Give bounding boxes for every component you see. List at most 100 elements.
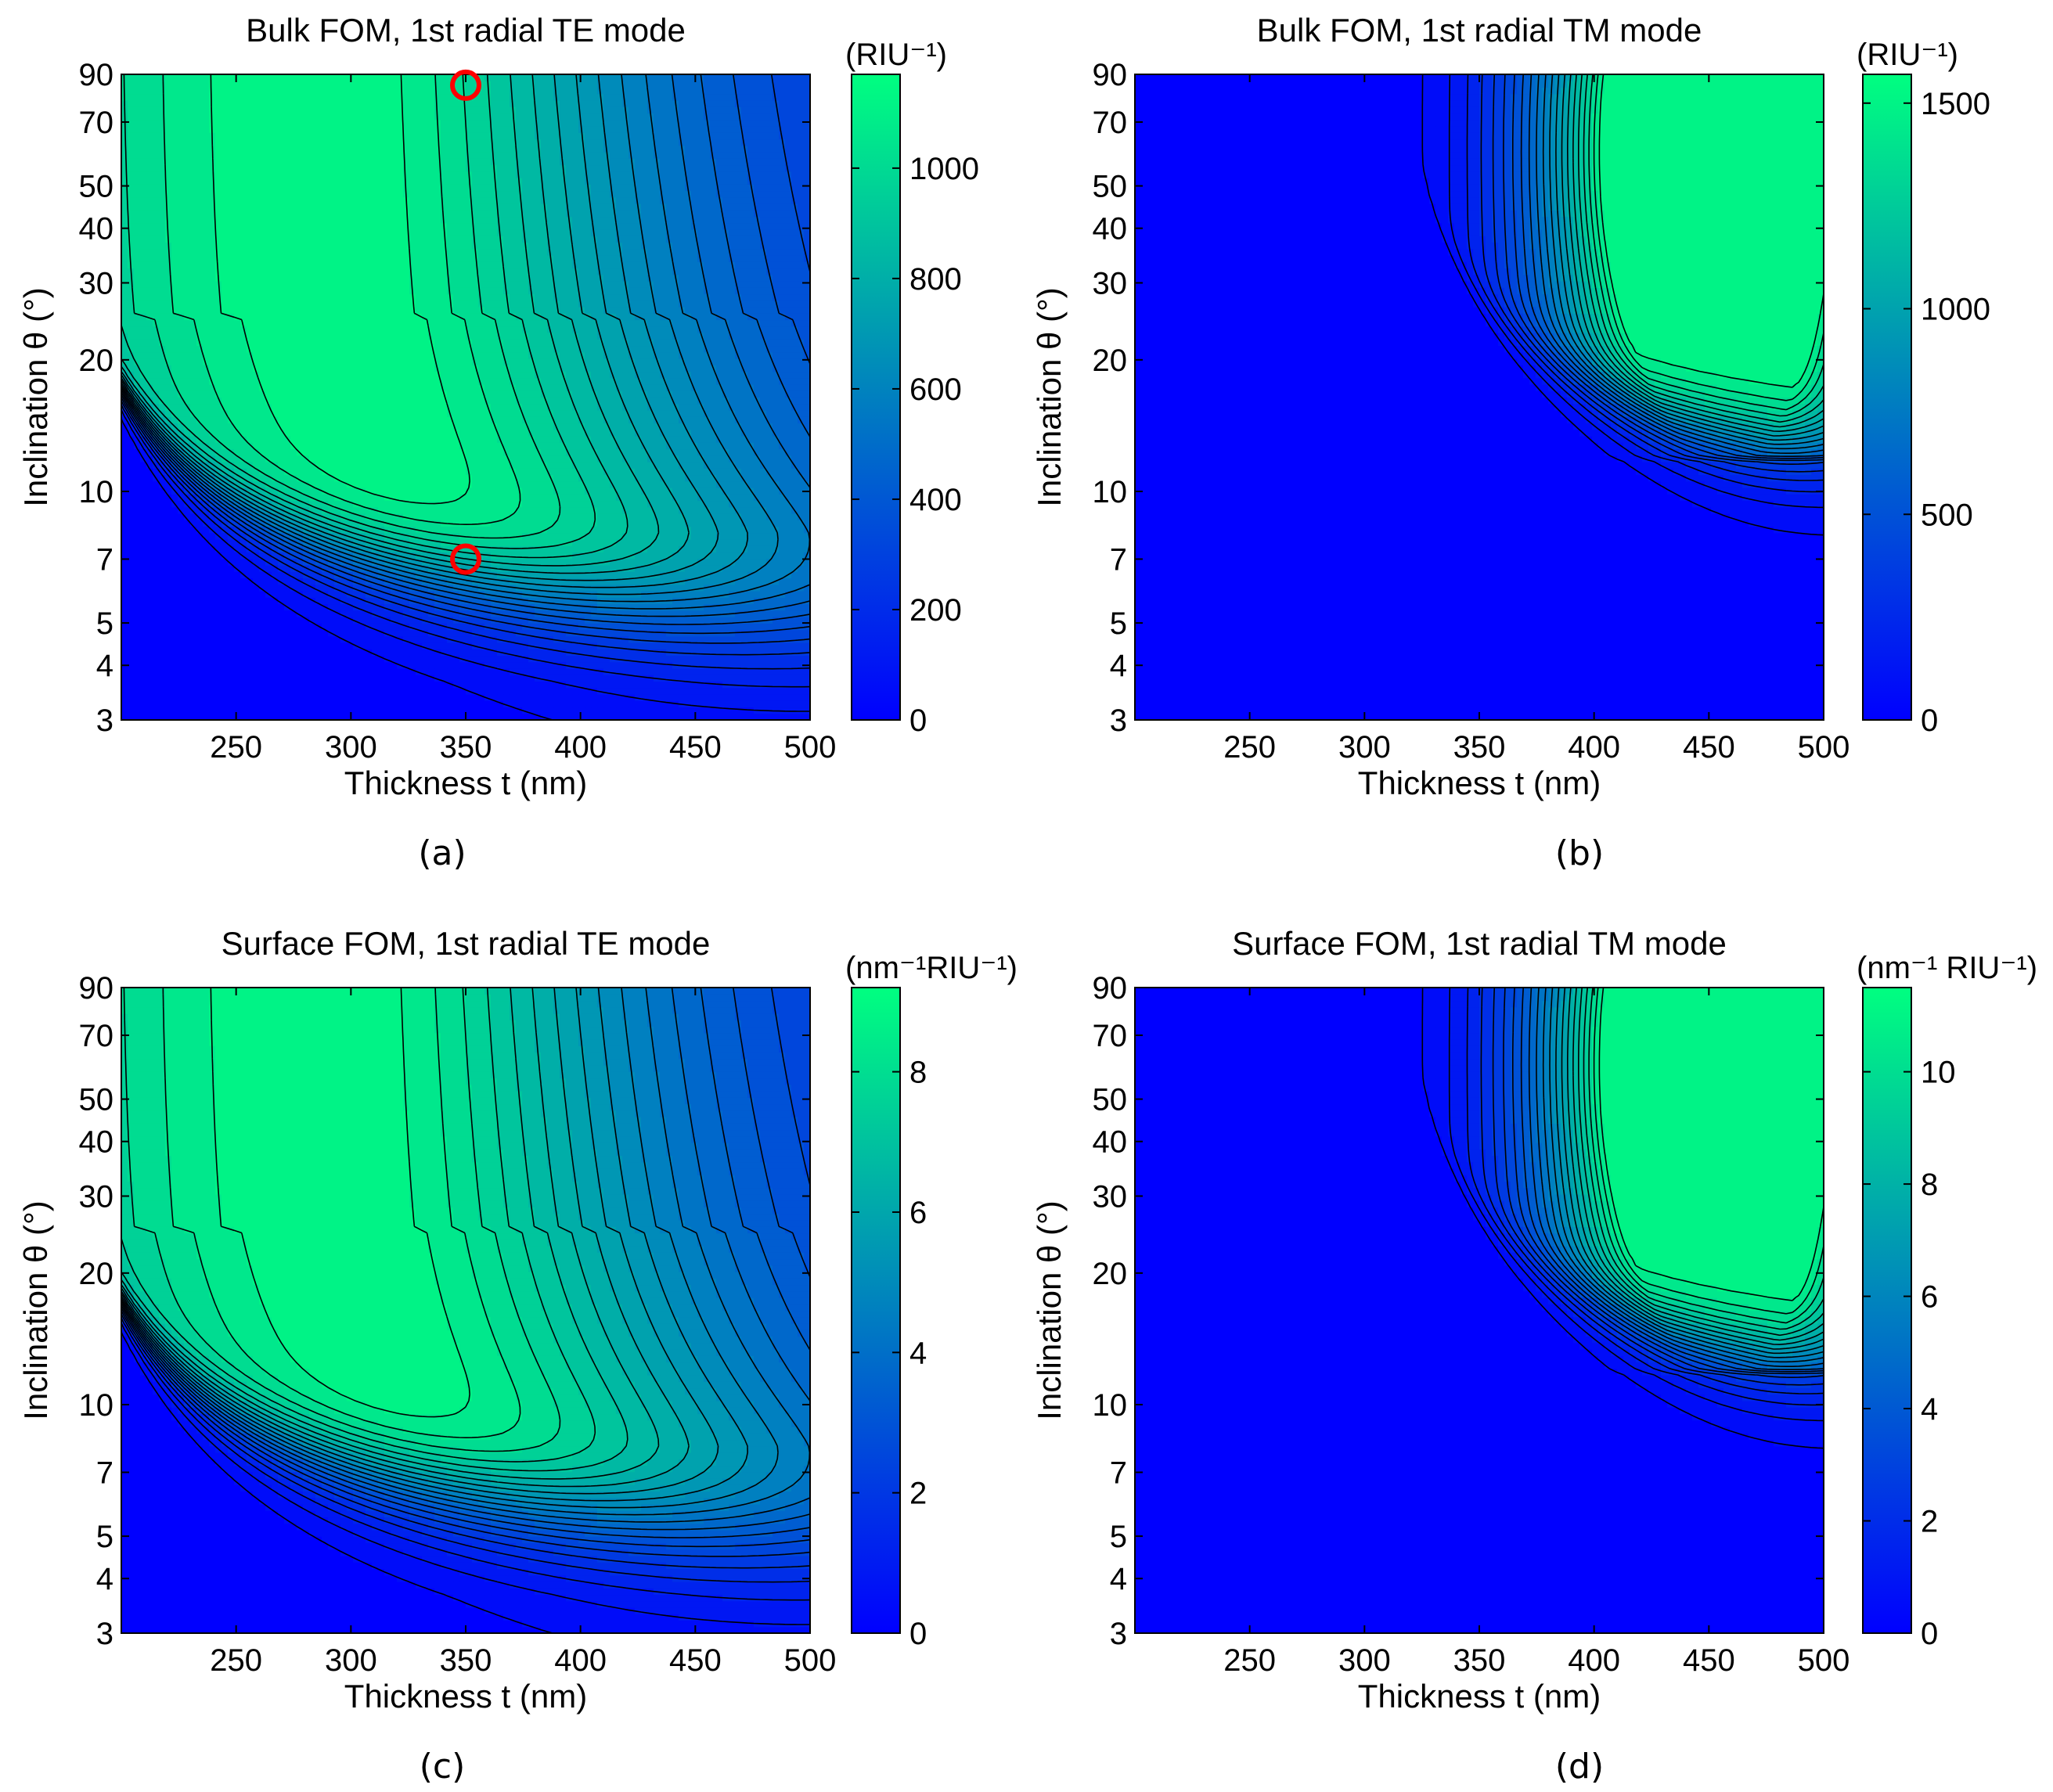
- contour-cell: [766, 448, 773, 456]
- contour-cell: [366, 603, 373, 611]
- contour-cell: [159, 623, 166, 631]
- contour-cell: [547, 526, 554, 534]
- contour-cell: [290, 700, 297, 708]
- contour-cell: [697, 429, 704, 437]
- contour-cell: [747, 713, 755, 721]
- contour-cell: [384, 513, 391, 520]
- contour-cell: [516, 642, 523, 650]
- contour-cell: [660, 442, 667, 450]
- contour-cell: [478, 436, 485, 443]
- contour-cell: [697, 687, 704, 695]
- contour-cell: [716, 591, 723, 598]
- contour-cell: [541, 520, 548, 527]
- contour-cell: [516, 429, 523, 437]
- contour-cell: [578, 591, 585, 598]
- contour-cell: [334, 468, 341, 476]
- contour-cell: [247, 700, 254, 708]
- contour-cell: [679, 675, 686, 682]
- contour-cell: [265, 448, 272, 456]
- contour-cell: [691, 539, 698, 546]
- contour-cell: [222, 629, 229, 637]
- contour-cell: [391, 545, 398, 553]
- contour-cell: [171, 642, 178, 650]
- contour-cell: [353, 480, 360, 488]
- contour-cell: [597, 707, 604, 714]
- contour-cell: [672, 603, 679, 611]
- contour-cell: [140, 681, 147, 689]
- contour-cell: [165, 494, 172, 502]
- contour-cell: [685, 675, 692, 682]
- contour-cell: [228, 591, 235, 598]
- contour-cell: [603, 500, 610, 508]
- contour-cell: [773, 571, 780, 579]
- contour-cell: [434, 526, 441, 534]
- contour-cell: [566, 532, 573, 540]
- contour-cell: [578, 526, 585, 534]
- contour-cell: [391, 584, 398, 592]
- contour-cell: [428, 603, 435, 611]
- contour-cell: [253, 468, 260, 476]
- contour-cell: [391, 500, 398, 508]
- contour-cell: [522, 655, 529, 663]
- contour-cell: [422, 488, 429, 495]
- contour-cell: [121, 668, 128, 675]
- contour-cell: [616, 603, 623, 611]
- contour-cell: [272, 591, 279, 598]
- contour-cell: [679, 591, 686, 598]
- contour-cell: [666, 642, 673, 650]
- contour-cell: [259, 610, 266, 617]
- contour-cell: [697, 539, 704, 546]
- contour-cell: [253, 462, 260, 469]
- contour-cell: [165, 474, 172, 482]
- contour-cell: [384, 526, 391, 534]
- contour-cell: [328, 448, 335, 456]
- contour-cell: [635, 500, 642, 508]
- contour-cell: [741, 617, 748, 624]
- contour-cell: [622, 513, 629, 520]
- contour-cell: [560, 455, 567, 462]
- contour-cell: [691, 649, 698, 657]
- contour-cell: [578, 571, 585, 579]
- contour-cell: [309, 539, 316, 546]
- contour-cell: [441, 488, 448, 495]
- contour-cell: [315, 584, 322, 592]
- contour-cell: [510, 455, 517, 462]
- contour-cell: [453, 448, 460, 456]
- contour-cell: [416, 545, 423, 553]
- contour-cell: [591, 526, 598, 534]
- contour-cell: [472, 623, 479, 631]
- contour-cell: [428, 713, 435, 721]
- contour-cell: [121, 584, 128, 592]
- contour-cell: [228, 603, 235, 611]
- contour-cell: [140, 474, 147, 482]
- contour-cell: [704, 642, 711, 650]
- contour-cell: [128, 565, 135, 572]
- contour-cell: [491, 513, 498, 520]
- contour-cell: [541, 494, 548, 502]
- contour-cell: [735, 584, 742, 592]
- contour-cell: [798, 436, 805, 443]
- contour-cell: [641, 468, 648, 476]
- contour-cell: [704, 707, 711, 714]
- contour-cell: [278, 468, 285, 476]
- contour-cell: [760, 642, 767, 650]
- contour-cell: [622, 655, 629, 663]
- contour-cell: [566, 597, 573, 605]
- contour-cell: [397, 700, 404, 708]
- contour-cell: [190, 694, 197, 701]
- contour-cell: [303, 610, 310, 617]
- contour-cell: [215, 623, 222, 631]
- contour-cell: [259, 539, 266, 546]
- contour-cell: [735, 700, 742, 708]
- contour-cell: [297, 642, 304, 650]
- contour-cell: [209, 675, 216, 682]
- contour-cell: [578, 578, 585, 585]
- contour-cell: [704, 513, 711, 520]
- contour-cell: [591, 429, 598, 437]
- contour-cell: [297, 558, 304, 566]
- contour-cell: [704, 694, 711, 701]
- contour-cell: [146, 474, 153, 482]
- contour-cell: [215, 436, 222, 443]
- contour-cell: [572, 623, 579, 631]
- contour-cell: [672, 468, 679, 476]
